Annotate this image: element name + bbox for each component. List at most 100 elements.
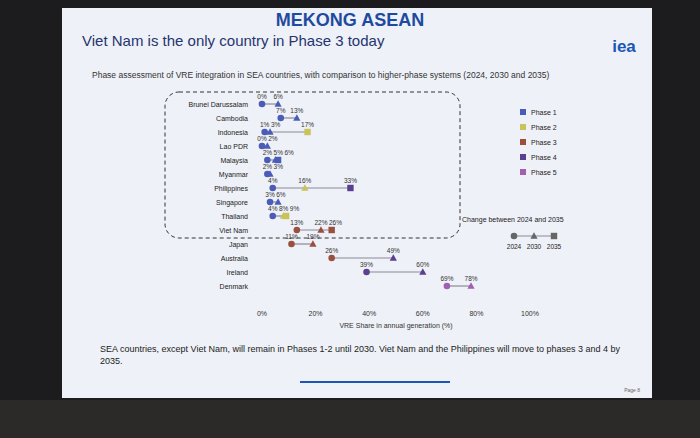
data-label: 69%	[440, 275, 453, 282]
legend-label: 2035	[547, 243, 562, 250]
slide-photo: MEKONG ASEAN Viet Nam is the only country…	[0, 0, 700, 438]
legend-label: Phase 3	[531, 139, 557, 146]
legend-swatch	[520, 169, 526, 175]
category-label: Japan	[229, 241, 248, 249]
data-label: 4%	[268, 177, 278, 184]
x-tick-label: 0%	[257, 310, 267, 317]
data-label: 17%	[301, 121, 314, 128]
marker-triangle	[266, 128, 273, 135]
legend-title: Change between 2024 and 2035	[462, 216, 564, 224]
data-label: 3%	[271, 121, 281, 128]
marker-circle	[269, 213, 276, 220]
data-label: 39%	[360, 261, 373, 268]
legend-label: 2024	[507, 243, 522, 250]
connector	[367, 271, 423, 272]
audience-area	[0, 400, 700, 438]
marker-square	[347, 185, 353, 191]
legend-marker	[511, 233, 518, 240]
data-label: 26%	[329, 219, 342, 226]
footnote: SEA countries, except Viet Nam, will rem…	[100, 344, 620, 366]
data-label: 0%	[257, 93, 267, 100]
marker-circle	[363, 269, 370, 276]
connector	[273, 187, 351, 188]
marker-triangle	[309, 240, 316, 247]
x-tick-label: 20%	[309, 310, 323, 317]
room-background	[0, 0, 700, 438]
footnote-line: SEA countries, except Viet Nam, will rem…	[100, 344, 620, 354]
connector	[297, 229, 332, 230]
data-label: 13%	[290, 219, 303, 226]
data-label: 11%	[285, 233, 298, 240]
data-label: 60%	[416, 261, 429, 268]
legend-swatch	[520, 109, 526, 115]
marker-triangle	[274, 198, 281, 205]
footnote-line: 2035.	[100, 356, 123, 366]
legend-marker	[530, 232, 537, 239]
legend-swatch	[520, 154, 526, 160]
category-label: Viet Nam	[219, 227, 248, 234]
legend-label: Phase 5	[531, 169, 557, 176]
legend-label: Phase 4	[531, 154, 557, 161]
category-label: Thailand	[221, 213, 248, 220]
category-label: Denmark	[220, 283, 249, 290]
marker-square	[304, 129, 310, 135]
data-label: 13%	[290, 107, 303, 114]
subtitle: Phase assessment of VRE integration in S…	[92, 70, 550, 80]
data-label: 0%	[257, 135, 267, 142]
legend-label: Phase 2	[531, 124, 557, 131]
data-label: 1%	[260, 121, 270, 128]
category-label: Philippines	[214, 185, 248, 193]
marker-triangle	[266, 170, 273, 177]
legend-label: 2030	[527, 243, 542, 250]
page-number: Page 8	[624, 387, 640, 393]
data-label: 26%	[325, 247, 338, 254]
marker-triangle	[293, 114, 300, 121]
marker-square	[283, 213, 289, 219]
data-label: 78%	[465, 275, 478, 282]
data-label: 19%	[306, 233, 319, 240]
data-label: 49%	[387, 247, 400, 254]
data-label: 6%	[276, 191, 286, 198]
data-label: 2%	[268, 135, 278, 142]
category-label: Australia	[221, 255, 248, 262]
marker-circle	[259, 101, 266, 108]
data-label: 7%	[276, 107, 286, 114]
marker-circle	[328, 255, 335, 262]
x-tick-label: 60%	[416, 310, 430, 317]
category-label: Ireland	[227, 269, 249, 276]
marker-triangle	[317, 226, 324, 233]
title: Viet Nam is the only country in Phase 3 …	[82, 32, 385, 49]
data-label: 22%	[314, 219, 327, 226]
legend-swatch	[520, 139, 526, 145]
data-label: 5%	[274, 149, 284, 156]
data-label: 6%	[273, 93, 283, 100]
category-label: Brunei Darussalam	[188, 101, 248, 108]
data-labels: 0%6%7%13%1%3%17%0%2%2%5%6%2%3%4%16%33%3%…	[257, 93, 477, 282]
category-label: Lao PDR	[220, 143, 248, 150]
marks	[259, 100, 475, 289]
data-label: 33%	[344, 177, 357, 184]
marker-triangle	[419, 268, 426, 275]
category-label: Malaysia	[220, 157, 248, 165]
marker-triangle	[390, 254, 397, 261]
data-label: 8%	[279, 205, 289, 212]
connector	[332, 257, 394, 258]
logo: iea	[612, 37, 636, 56]
data-label: 6%	[284, 149, 294, 156]
x-tick-label: 80%	[469, 310, 483, 317]
marker-square	[328, 227, 334, 233]
group-box	[165, 92, 460, 238]
watermark: MEKONG ASEAN	[276, 10, 424, 30]
accent-line	[300, 381, 450, 383]
data-label: 9%	[290, 205, 300, 212]
marker-triangle	[467, 282, 474, 289]
x-axis-title: VRE Share in annual generation (%)	[339, 322, 452, 330]
category-label: Singapore	[216, 199, 248, 207]
x-tick-label: 100%	[521, 310, 539, 317]
marker-circle	[444, 283, 451, 290]
data-label: 2%	[263, 149, 273, 156]
x-tick-label: 40%	[362, 310, 376, 317]
connector	[447, 285, 471, 286]
legend-label: Phase 1	[531, 109, 557, 116]
data-label: 4%	[268, 205, 278, 212]
